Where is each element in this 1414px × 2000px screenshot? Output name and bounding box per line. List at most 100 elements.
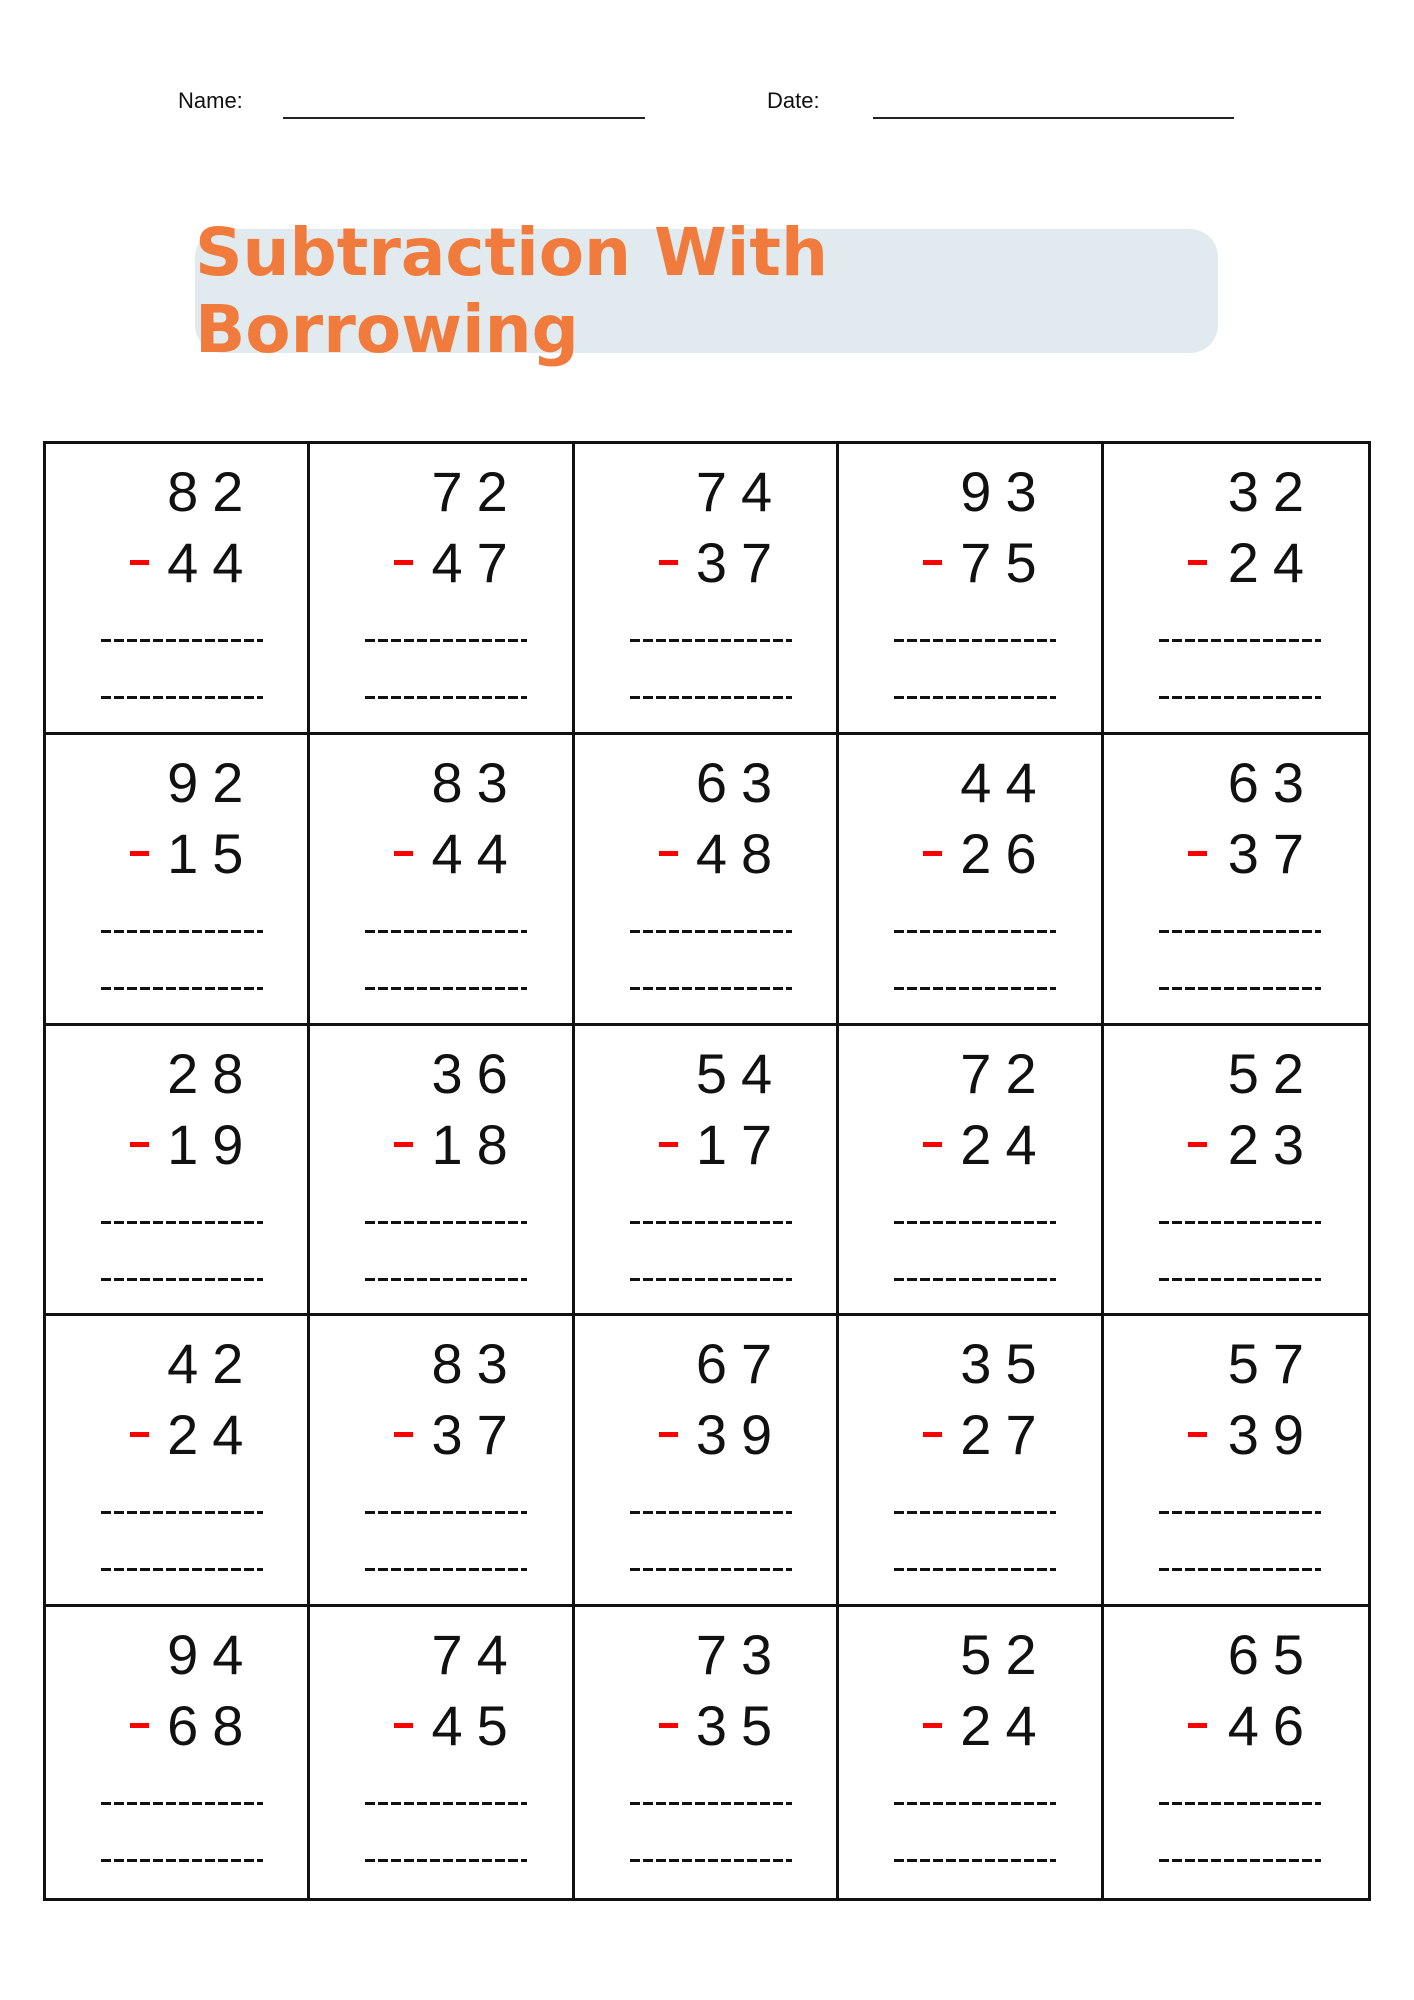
minuend: 92 — [167, 750, 258, 814]
problem-cell: 35 27 — [839, 1316, 1104, 1608]
name-field[interactable] — [283, 117, 645, 119]
answer-line[interactable] — [101, 1568, 263, 1572]
subtrahend: 19 — [167, 1112, 258, 1176]
answer-line[interactable] — [1158, 929, 1321, 933]
minuend: 28 — [167, 1041, 258, 1105]
problem-cell: 72 24 — [839, 1025, 1104, 1317]
answer-line[interactable] — [629, 986, 792, 990]
subtrahend: 44 — [167, 531, 258, 594]
answer-line[interactable] — [629, 1802, 792, 1806]
minuend: 52 — [1227, 1041, 1318, 1105]
minus-sign-icon — [923, 850, 943, 856]
answer-line[interactable] — [365, 639, 528, 642]
subtrahend: 39 — [695, 1403, 787, 1467]
answer-line[interactable] — [101, 929, 263, 933]
subtrahend: 45 — [431, 1694, 522, 1758]
answer-line[interactable] — [894, 1859, 1057, 1863]
answer-line[interactable] — [101, 1859, 263, 1863]
minus-sign-icon — [130, 1432, 149, 1438]
minuend: 94 — [167, 1623, 258, 1687]
answer-line[interactable] — [1158, 696, 1321, 699]
problem-cell: 54 17 — [574, 1025, 840, 1317]
answer-line[interactable] — [629, 639, 792, 642]
subtrahend: 24 — [960, 1112, 1051, 1176]
minus-sign-icon — [394, 1141, 414, 1147]
answer-line[interactable] — [894, 1220, 1057, 1224]
answer-line[interactable] — [365, 1511, 528, 1515]
answer-line[interactable] — [365, 1802, 528, 1806]
answer-line[interactable] — [629, 1277, 792, 1281]
subtrahend: 26 — [960, 821, 1051, 885]
answer-line[interactable] — [365, 929, 528, 933]
problem-cell: 83 44 — [310, 734, 575, 1026]
answer-line[interactable] — [894, 1277, 1057, 1281]
answer-line[interactable] — [1158, 1511, 1321, 1515]
problem-cell: 32 24 — [1103, 444, 1368, 735]
answer-line[interactable] — [894, 1568, 1057, 1572]
answer-line[interactable] — [1158, 639, 1321, 642]
minus-sign-icon — [1187, 1141, 1207, 1147]
date-field[interactable] — [873, 117, 1234, 119]
answer-line[interactable] — [101, 696, 263, 699]
answer-line[interactable] — [894, 696, 1057, 699]
answer-line[interactable] — [365, 1220, 528, 1224]
answer-line[interactable] — [101, 1511, 263, 1515]
minus-sign-icon — [1187, 1723, 1207, 1729]
answer-line[interactable] — [629, 929, 792, 933]
minuend: 82 — [167, 460, 258, 523]
answer-line[interactable] — [365, 696, 528, 699]
minuend: 83 — [431, 1332, 522, 1396]
answer-line[interactable] — [365, 1277, 528, 1281]
title-banner: Subtraction With Borrowing — [195, 214, 1218, 368]
subtrahend: 15 — [167, 821, 258, 885]
subtrahend: 48 — [695, 821, 787, 885]
answer-line[interactable] — [629, 1859, 792, 1863]
problem-cell: 57 39 — [1103, 1316, 1368, 1608]
minuend: 72 — [960, 1041, 1051, 1105]
minuend: 83 — [431, 750, 522, 814]
problem-cell: 52 24 — [839, 1607, 1104, 1898]
answer-line[interactable] — [1158, 1859, 1321, 1863]
minuend: 35 — [960, 1332, 1051, 1396]
answer-line[interactable] — [629, 1220, 792, 1224]
answer-line[interactable] — [629, 696, 792, 699]
subtrahend: 44 — [431, 821, 522, 885]
subtrahend: 18 — [431, 1112, 522, 1176]
answer-line[interactable] — [629, 1511, 792, 1515]
answer-line[interactable] — [894, 1802, 1057, 1806]
answer-line[interactable] — [894, 929, 1057, 933]
minuend: 74 — [695, 460, 787, 523]
minus-sign-icon — [923, 1723, 943, 1729]
problem-cell: 73 35 — [575, 1607, 840, 1898]
answer-line[interactable] — [101, 986, 263, 990]
answer-line[interactable] — [101, 1220, 263, 1224]
minus-sign-icon — [658, 850, 678, 856]
subtrahend: 37 — [431, 1403, 522, 1467]
minuend: 36 — [431, 1041, 522, 1105]
problem-cell: 28 19 — [46, 1025, 311, 1317]
answer-line[interactable] — [365, 986, 528, 990]
answer-line[interactable] — [101, 1277, 263, 1281]
subtrahend: 35 — [695, 1694, 787, 1758]
answer-line[interactable] — [894, 1511, 1057, 1515]
answer-line[interactable] — [1158, 1220, 1321, 1224]
answer-line[interactable] — [629, 1568, 792, 1572]
answer-line[interactable] — [1158, 1568, 1321, 1572]
problem-cell: 93 75 — [839, 444, 1104, 735]
subtrahend: 37 — [695, 531, 787, 594]
minus-sign-icon — [394, 560, 414, 565]
minus-sign-icon — [130, 1723, 149, 1729]
answer-line[interactable] — [101, 1802, 263, 1806]
answer-line[interactable] — [101, 639, 263, 642]
answer-line[interactable] — [1158, 1802, 1321, 1806]
subtrahend: 23 — [1227, 1112, 1318, 1176]
answer-line[interactable] — [894, 639, 1057, 642]
answer-line[interactable] — [365, 1859, 528, 1863]
minuend: 57 — [1227, 1332, 1318, 1396]
name-label: Name: — [178, 88, 243, 113]
answer-line[interactable] — [894, 986, 1057, 990]
answer-line[interactable] — [1158, 1277, 1321, 1281]
answer-line[interactable] — [365, 1568, 528, 1572]
answer-line[interactable] — [1158, 986, 1321, 990]
problem-cell: 74 37 — [574, 444, 840, 735]
